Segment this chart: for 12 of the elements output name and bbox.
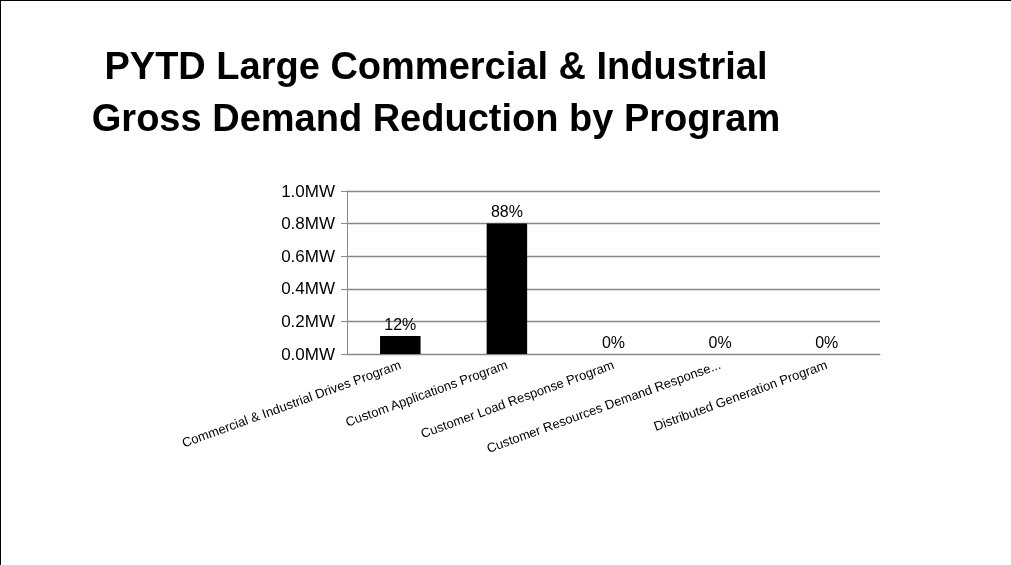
annotation: 88% [490, 203, 523, 221]
y-tick-label: 0.0MW [281, 344, 335, 364]
y-tick-label: 0.4MW [281, 279, 335, 299]
y-tick-label: 0.8MW [281, 214, 335, 234]
y-tick-label: 0.2MW [281, 311, 335, 331]
annotation: 0% [601, 333, 626, 351]
y-tick-label: 0.6MW [281, 246, 335, 266]
annotation: 0% [815, 333, 839, 351]
y-tick-label: 1.0MW [281, 181, 335, 201]
annotation: 12% [384, 315, 417, 333]
chart-title: PYTD Large Commercial & Industrial Gross Demand Reduction by Program [91, 45, 781, 139]
annotation: 0% [708, 333, 732, 351]
